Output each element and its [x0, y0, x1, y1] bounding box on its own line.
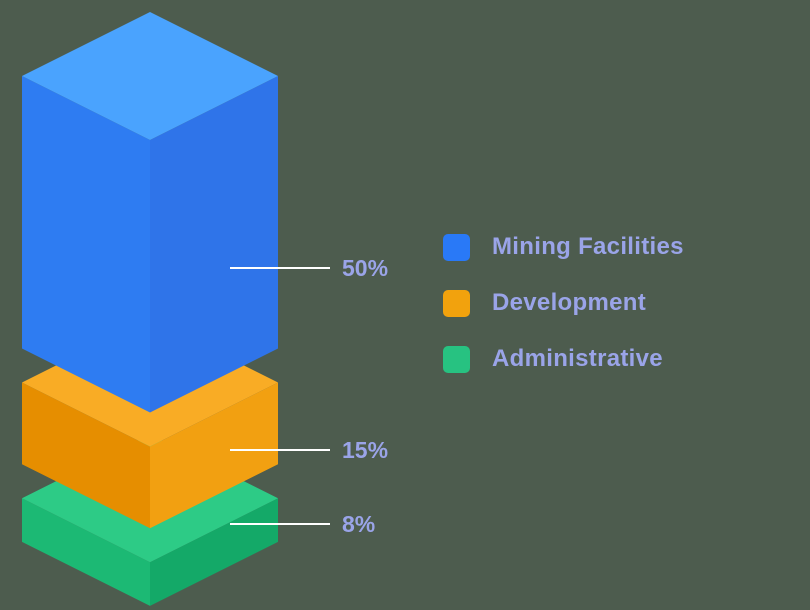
legend-item-development: Development [443, 289, 684, 317]
right-face-administrative [150, 498, 278, 606]
legend-item-mining-facilities: Mining Facilities [443, 233, 684, 261]
legend-label: Mining Facilities [492, 233, 684, 260]
top-face-mining-facilities [22, 12, 278, 140]
right-face-mining-facilities [150, 76, 278, 413]
legend-label: Development [492, 289, 647, 316]
legend-item-administrative: Administrative [443, 345, 684, 373]
legend-label: Administrative [492, 345, 663, 372]
value-label-development: 15% [342, 437, 388, 463]
left-face-development [22, 382, 150, 529]
legend-swatch-development [443, 289, 470, 317]
left-face-administrative [22, 498, 150, 606]
legend-swatch-administrative [443, 345, 470, 373]
right-face-development [150, 382, 278, 529]
value-label-administrative: 8% [342, 511, 375, 537]
value-label-mining-facilities: 50% [342, 255, 388, 281]
left-face-mining-facilities [22, 76, 150, 413]
legend-swatch-mining-facilities [443, 233, 470, 261]
chart-legend: Mining Facilities Development Administrati… [443, 233, 684, 373]
bar-segment-mining-facilities [22, 12, 278, 413]
